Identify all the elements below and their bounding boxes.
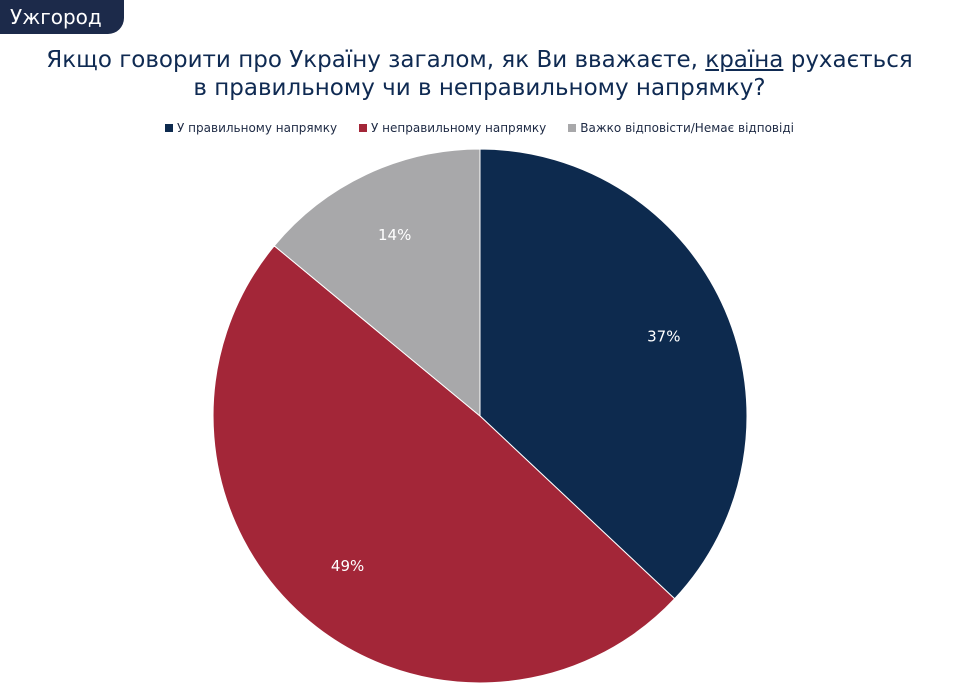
pie-slice-labels: 37% 49% 14% [331, 226, 681, 575]
legend-swatch-hard-to-say [568, 124, 577, 132]
pie-slices [212, 148, 748, 684]
chart-title-underlined-word: країна [705, 47, 784, 73]
legend-swatch-wrong-direction [359, 124, 368, 132]
chart-title: Якщо говорити про Україну загалом, як Ви… [0, 46, 959, 102]
chart-title-line2: в правильному чи в неправильному напрямк… [193, 75, 766, 101]
legend-swatch-right-direction [165, 124, 174, 132]
pie-slice-hard-to-say [273, 148, 481, 418]
city-tag: Ужгород [0, 0, 124, 34]
legend-label-wrong-direction: У неправильному напрямку [371, 121, 547, 135]
legend-label-hard-to-say: Важко відповісти/Немає відповіді [580, 121, 794, 135]
legend-item-right-direction: У правильному напрямку [165, 121, 337, 135]
pie-slice-wrong-direction [212, 245, 676, 684]
chart-title-line1: Якщо говорити про Україну загалом, як Ви… [0, 46, 959, 74]
chart-legend: У правильному напрямку У неправильному н… [0, 121, 959, 135]
pie-slice-right-direction [479, 148, 748, 600]
legend-item-hard-to-say: Важко відповісти/Немає відповіді [568, 121, 794, 135]
pie-label-right-direction: 37% [647, 328, 680, 346]
chart-title-line1-pre: Якщо говорити про Україну загалом, як Ви… [46, 47, 706, 73]
chart-title-line1-post: рухається [783, 47, 913, 73]
legend-label-right-direction: У правильному напрямку [177, 121, 338, 135]
pie-label-hard-to-say: 14% [378, 226, 411, 244]
legend-item-wrong-direction: У неправильному напрямку [359, 121, 546, 135]
pie-label-wrong-direction: 49% [331, 557, 364, 575]
